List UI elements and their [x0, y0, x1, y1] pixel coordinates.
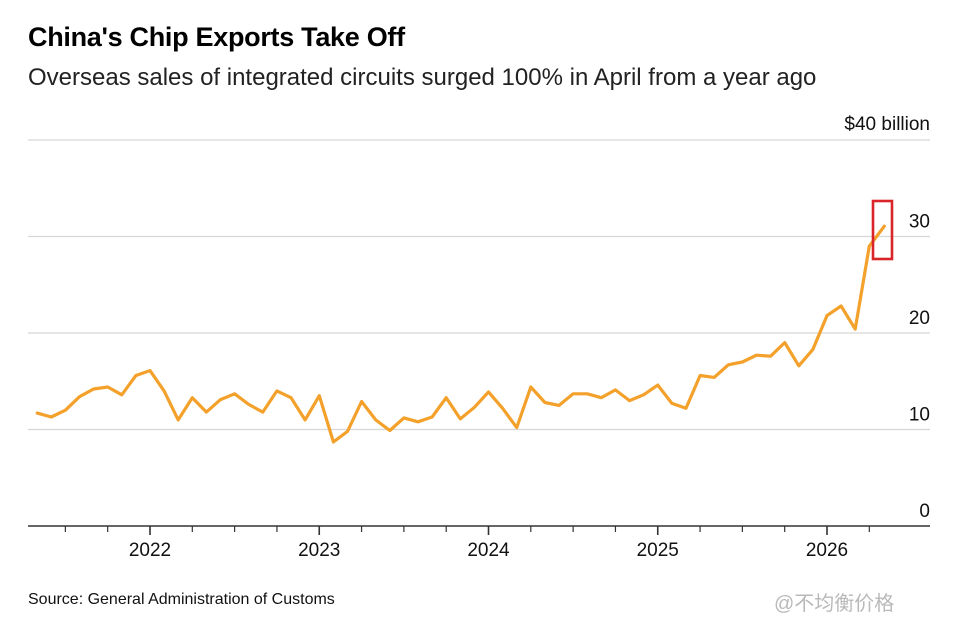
watermark: @不均衡价格: [774, 587, 894, 616]
y-tick-label-20: 20: [909, 308, 930, 329]
y-tick-label-10: 10: [909, 405, 930, 426]
chart-title: China's Chip Exports Take Off: [28, 22, 405, 52]
highlight-box-group: [871, 199, 894, 261]
y-axis-unit-label: $40 billion: [844, 114, 930, 135]
chart-subtitle: Overseas sales of integrated circuits su…: [28, 64, 817, 91]
gridlines: [28, 139, 930, 431]
series-line-group: [35, 224, 886, 444]
x-tick-label-2026: 2026: [806, 540, 848, 561]
x-tick-label-2025: 2025: [637, 540, 679, 561]
series-line: [35, 244, 871, 444]
x-tick-label-2023: 2023: [298, 540, 340, 561]
y-tick-label-0: 0: [919, 501, 930, 522]
x-tick-label-2024: 2024: [467, 540, 510, 561]
watermark-text: @不均衡价格: [774, 593, 895, 615]
y-tick-label-30: 30: [909, 212, 930, 233]
x-tick-label-2022: 2022: [129, 540, 171, 561]
y-axis-tick-labels: 0 10 20 30: [909, 212, 930, 523]
source-note: Source: General Administration of Custom…: [28, 591, 335, 608]
highlight-box: [871, 199, 894, 261]
x-axis: 2022 2023 2024 2025 2026: [28, 525, 930, 561]
